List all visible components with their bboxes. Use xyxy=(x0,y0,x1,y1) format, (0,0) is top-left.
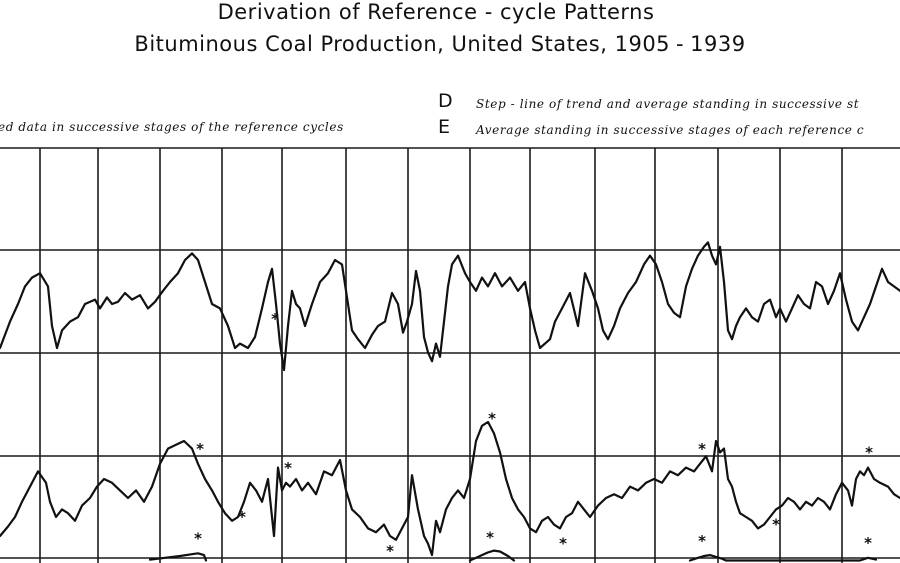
series-line-2 xyxy=(0,420,900,557)
turning-point-trough-marker: * xyxy=(772,515,780,533)
chart-series-group xyxy=(0,241,900,562)
legend-letter-e: E xyxy=(438,116,450,138)
turning-point-markers: * * * * * * * * * * * * * * xyxy=(194,310,873,560)
chart-grid xyxy=(0,147,900,563)
legend-left-text: ed data in successive stages of the refe… xyxy=(0,120,344,134)
turning-point-trough-marker: * xyxy=(271,310,279,328)
turning-point-trough-marker: * xyxy=(559,534,567,552)
series-line-3-segment-3 xyxy=(688,554,878,562)
turning-point-peak-marker: * xyxy=(864,534,872,552)
turning-point-trough-marker: * xyxy=(386,542,394,560)
turning-point-peak-marker: * xyxy=(698,440,706,458)
legend-text-d: Step - line of trend and average standin… xyxy=(476,97,859,111)
legend-text-e: Average standing in successive stages of… xyxy=(475,123,864,137)
chart-title: Derivation of Reference - cycle Patterns xyxy=(218,0,655,24)
subtitle-label: Bituminous Coal Production, United State… xyxy=(134,32,614,56)
chart-subtitle: Bituminous Coal Production, United State… xyxy=(134,32,745,56)
year-end: 1939 xyxy=(690,32,745,56)
year-dash: - xyxy=(676,32,684,56)
series-line-3-segment-2 xyxy=(468,549,516,562)
turning-point-peak-marker: * xyxy=(486,528,494,546)
turning-point-peak-marker: * xyxy=(194,529,202,547)
turning-point-peak-marker: * xyxy=(196,440,204,458)
turning-point-peak-marker: * xyxy=(698,532,706,550)
year-start: 1905 xyxy=(615,32,670,56)
series-line-1 xyxy=(0,241,900,372)
series-line-3-segment-1 xyxy=(148,552,208,562)
legend-letter-d: D xyxy=(438,90,453,112)
turning-point-peak-marker: * xyxy=(284,459,292,477)
turning-point-peak-marker: * xyxy=(865,444,873,462)
turning-point-trough-marker: * xyxy=(238,508,246,526)
turning-point-peak-marker: * xyxy=(488,409,496,427)
